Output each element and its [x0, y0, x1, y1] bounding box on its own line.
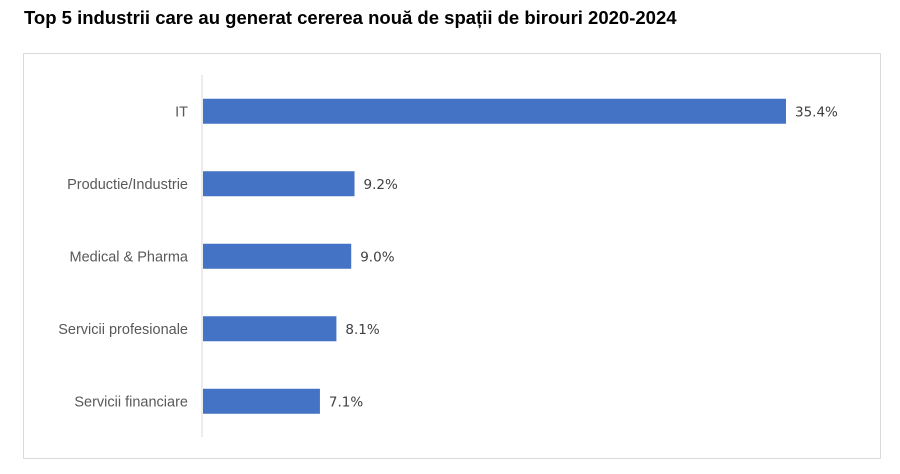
bar-2 — [203, 243, 352, 269]
data-label: 7.1% — [329, 394, 363, 410]
category-label: IT — [175, 104, 188, 120]
chart-frame — [23, 53, 881, 459]
category-label: Servicii financiare — [74, 394, 188, 410]
bar-3 — [203, 316, 337, 342]
category-label: Servicii profesionale — [58, 322, 188, 338]
data-label: 9.2% — [364, 177, 398, 193]
bar-4 — [203, 388, 320, 414]
data-label: 8.1% — [345, 322, 379, 338]
bar-0 — [203, 98, 786, 124]
category-label: Productie/Industrie — [67, 177, 188, 193]
data-label: 35.4% — [795, 104, 838, 120]
category-label: Medical & Pharma — [70, 249, 189, 265]
data-label: 9.0% — [360, 249, 394, 265]
chart-title: Top 5 industrii care au generat cererea … — [24, 7, 677, 28]
bar-1 — [203, 171, 355, 197]
